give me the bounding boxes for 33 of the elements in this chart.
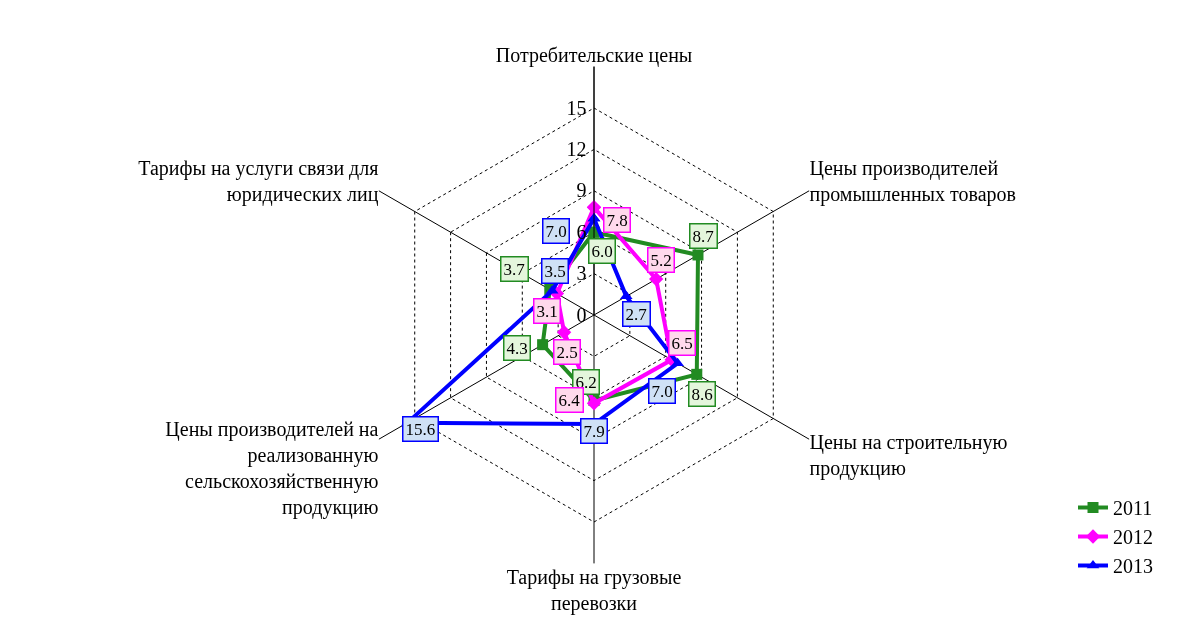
data-label: 8.7	[692, 226, 715, 246]
data-label: 3.7	[503, 259, 526, 279]
legend-label: 2013	[1113, 555, 1153, 578]
data-label: 6.2	[575, 372, 597, 392]
data-label: 4.3	[506, 338, 528, 358]
spoke-label: Тарифы на грузовые перевозки	[506, 565, 682, 615]
y-tick-label: 6	[576, 220, 587, 243]
spoke-label: Тарифы на услуги связи для юридических лиц	[138, 157, 379, 207]
spoke-label: Цены на строительную продукцию	[809, 431, 1008, 481]
data-label: 7.0	[651, 381, 673, 401]
data-label: 6.4	[558, 390, 581, 410]
spoke-label: Потребительские цены	[495, 44, 693, 68]
y-tick-label: 12	[566, 137, 587, 160]
data-label: 7.0	[545, 221, 567, 241]
data-label: 15.6	[405, 419, 436, 439]
data-label: 6.5	[671, 333, 693, 353]
data-label: 6.0	[591, 241, 613, 261]
data-label: 2.7	[625, 304, 648, 324]
y-tick-label: 3	[576, 262, 587, 285]
y-tick-label: 15	[566, 96, 587, 119]
data-label: 7.8	[606, 210, 628, 230]
data-label: 5.2	[650, 250, 672, 270]
y-tick-label: 9	[576, 179, 587, 202]
y-tick-label: 0	[576, 303, 587, 326]
spoke-label: Цены производителей на реализованную сельскохозяйственную продукцию	[165, 418, 379, 520]
data-label: 2.5	[556, 342, 578, 362]
spoke-label: Цены производителей промышленных товаров	[809, 157, 1017, 207]
legend-label: 2012	[1113, 526, 1153, 549]
data-label: 7.9	[583, 421, 605, 441]
data-label: 3.1	[536, 301, 558, 321]
legend-label: 2011	[1113, 497, 1153, 520]
data-label: 8.6	[691, 384, 713, 404]
data-label: 3.5	[544, 261, 566, 281]
